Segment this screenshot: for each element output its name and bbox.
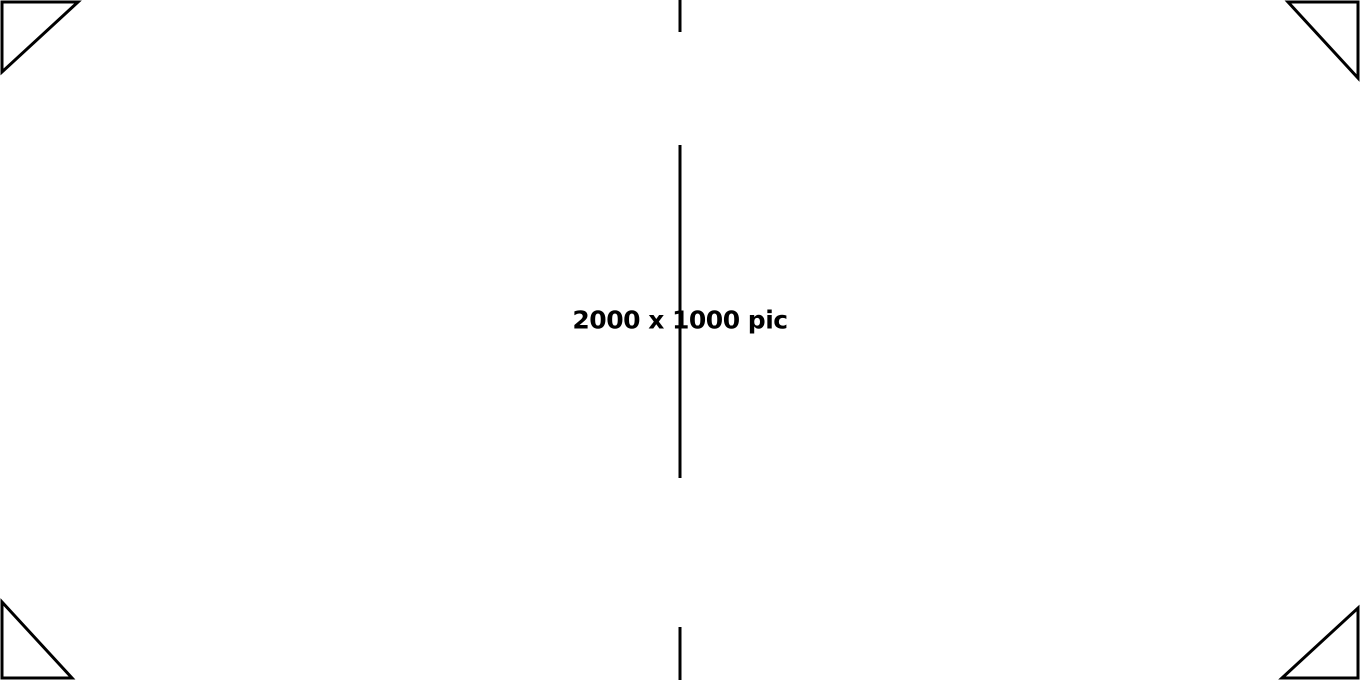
corner-triangle-top-left [0, 0, 82, 76]
corner-triangle-bottom-right [1278, 604, 1360, 680]
corner-triangle-top-right [1284, 0, 1360, 82]
corner-triangle-bottom-left [0, 598, 76, 680]
dimension-label: 2000 x 1000 pic [572, 305, 788, 335]
